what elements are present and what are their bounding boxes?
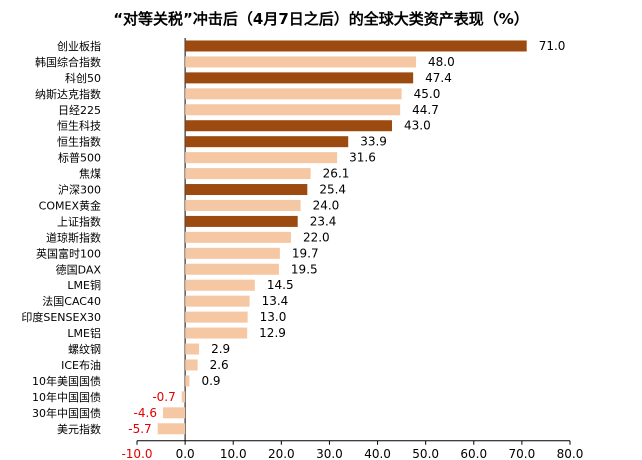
bar-6	[185, 120, 392, 132]
data-label: 14.5	[267, 278, 294, 292]
bar-4	[185, 88, 402, 100]
data-label: 44.7	[412, 103, 439, 117]
bar-14	[185, 247, 280, 259]
bar-15	[185, 263, 279, 275]
category-label: 科创50	[65, 71, 101, 85]
data-label: 0.9	[201, 374, 220, 388]
bar-13	[185, 231, 291, 243]
category-label: 德国DAX	[56, 262, 102, 276]
x-tick-label: 0.0	[176, 447, 195, 460]
category-label: 韩国综合指数	[35, 55, 101, 69]
x-tick-label: 70.0	[509, 447, 536, 460]
category-label: 印度SENSEX30	[21, 310, 101, 324]
bar-10	[185, 184, 308, 196]
data-label: 48.0	[428, 55, 455, 69]
bar-3	[185, 72, 414, 84]
category-label: 法国CAC40	[42, 294, 101, 308]
x-tick-label: 30.0	[316, 447, 343, 460]
data-label: -0.7	[152, 390, 175, 404]
category-label: 标普500	[58, 151, 101, 165]
category-label: 10年中国国债	[32, 390, 101, 404]
data-label: 24.0	[313, 198, 340, 212]
category-label: COMEX黄金	[39, 198, 101, 212]
bar-7	[185, 136, 349, 148]
data-label: 19.5	[291, 262, 318, 276]
category-label: ICE布油	[61, 358, 101, 372]
category-label: 恒生科技	[57, 119, 101, 133]
data-label: 2.9	[211, 342, 230, 356]
category-label: 恒生指数	[57, 135, 101, 149]
category-label: 道琼斯指数	[46, 230, 101, 244]
category-label: LME铜	[67, 278, 101, 292]
bar-1	[185, 40, 527, 52]
x-tick-label: 10.0	[220, 447, 247, 460]
category-label: 10年美国国债	[32, 374, 101, 388]
x-tick-label: -10.0	[121, 447, 152, 460]
bar-2	[185, 56, 417, 68]
x-tick-label: 60.0	[460, 447, 487, 460]
data-label: 71.0	[539, 39, 566, 53]
category-label: 纳斯达克指数	[35, 87, 101, 101]
category-label: LME铝	[67, 326, 101, 340]
bar-25	[157, 423, 186, 435]
data-label: 22.0	[303, 230, 330, 244]
data-label: 47.4	[425, 71, 452, 85]
x-tick-label: 20.0	[268, 447, 295, 460]
bar-17	[185, 295, 250, 307]
bar-23	[181, 391, 186, 403]
x-tick-label: 80.0	[557, 447, 584, 460]
data-label: 31.6	[349, 151, 376, 165]
category-label: 日经225	[58, 104, 101, 117]
data-label: 26.1	[323, 167, 350, 181]
bar-21	[185, 359, 198, 371]
category-label: 美元指数	[57, 422, 101, 436]
bar-16	[185, 279, 255, 291]
bar-22	[185, 375, 190, 387]
data-label: 43.0	[404, 119, 431, 133]
category-label: 沪深300	[58, 183, 101, 197]
chart-title: “对等关税”冲击后（4月7日之后）的全球大类资产表现（%）	[113, 10, 529, 28]
category-label: 英国富时100	[36, 246, 101, 260]
bar-18	[185, 311, 248, 323]
bar-20	[185, 343, 200, 355]
data-label: 33.9	[360, 135, 387, 149]
category-label: 30年中国国债	[32, 406, 101, 420]
category-label: 焦煤	[79, 168, 101, 181]
data-label: 23.4	[310, 214, 337, 228]
data-label: -5.7	[128, 422, 151, 436]
bar-24	[162, 407, 186, 419]
x-tick-label: 40.0	[364, 447, 391, 460]
category-label: 上证指数	[57, 214, 101, 228]
data-label: 2.6	[210, 358, 229, 372]
bar-9	[185, 168, 311, 180]
data-label: -4.6	[134, 406, 157, 420]
data-label: 25.4	[319, 183, 346, 197]
bar-11	[185, 199, 301, 211]
data-label: 19.7	[292, 246, 319, 260]
data-label: 45.0	[414, 87, 441, 101]
x-tick-label: 50.0	[412, 447, 439, 460]
bar-8	[185, 152, 338, 164]
bar-12	[185, 215, 298, 227]
category-label: 螺纹钢	[68, 342, 101, 356]
bar-5	[185, 104, 401, 116]
data-label: 12.9	[259, 326, 286, 340]
data-label: 13.0	[260, 310, 287, 324]
data-label: 13.4	[262, 294, 289, 308]
bar-19	[185, 327, 248, 339]
category-label: 创业板指	[57, 39, 101, 53]
